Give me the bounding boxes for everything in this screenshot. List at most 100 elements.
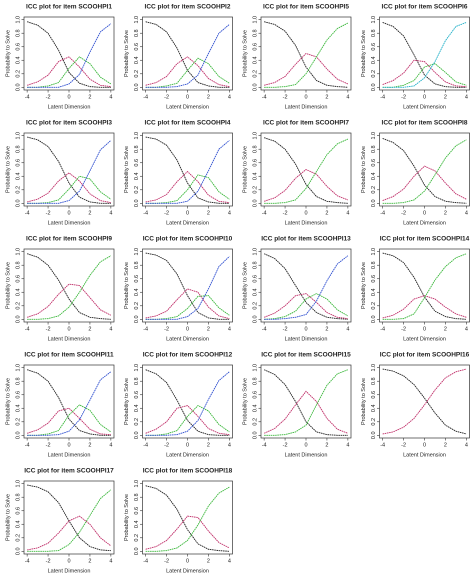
y-axis-label: Probability to Solve <box>124 146 130 193</box>
y-tick-label: 0.6 <box>371 159 377 167</box>
x-tick-label: -4 <box>25 326 30 332</box>
x-tick-label: 4 <box>465 94 468 100</box>
y-tick-label: 0.2 <box>15 70 21 78</box>
y-tick-label: 0.4 <box>252 404 258 412</box>
x-tick-label: 0 <box>186 210 189 216</box>
y-tick-label: 0.8 <box>134 377 140 385</box>
x-tick-label: 2 <box>444 94 447 100</box>
y-axis-label: Probability to Solve <box>361 146 367 193</box>
icc-curve <box>382 368 467 435</box>
y-tick-label: 0.4 <box>15 56 21 64</box>
chart-title: ICC plot for item SCOOHPI7 <box>263 120 349 127</box>
icc-curve <box>145 174 230 204</box>
chart-title: ICC plot for item SCOOHPI16 <box>380 352 470 359</box>
chart-title: ICC plot for item SCOOHPI10 <box>143 236 233 243</box>
y-tick-label: 0.6 <box>252 275 258 283</box>
y-tick-label: 0.2 <box>252 418 258 426</box>
y-tick-label: 0.4 <box>371 288 377 296</box>
plot-frame <box>379 364 470 439</box>
y-tick-label: 0.4 <box>371 172 377 180</box>
icc-curve <box>382 253 467 320</box>
icc-curve <box>145 405 230 436</box>
plot-frame <box>23 132 115 207</box>
x-axis-label: Latent Dimension <box>285 104 328 110</box>
icc-curve <box>264 369 349 436</box>
plot-frame <box>142 16 233 91</box>
x-axis-label: Latent Dimension <box>285 336 328 342</box>
y-tick-label: 0.8 <box>15 261 21 269</box>
icc-curve <box>27 56 111 88</box>
y-tick-label: 0.2 <box>252 70 258 78</box>
x-tick-label: 4 <box>109 94 112 100</box>
x-tick-label: 0 <box>186 326 189 332</box>
y-tick-label: 0.4 <box>15 520 21 528</box>
y-tick-label: 1.0 <box>371 248 377 256</box>
x-tick-label: 2 <box>325 94 328 100</box>
x-tick-label: 2 <box>207 442 210 448</box>
icc-curve <box>382 63 467 88</box>
icc-curve <box>27 253 111 320</box>
y-tick-label: 0.4 <box>252 56 258 64</box>
y-tick-label: 0.6 <box>252 159 258 167</box>
y-tick-label: 0.8 <box>15 29 21 37</box>
y-tick-label: 0.0 <box>15 315 21 323</box>
plot-frame <box>142 132 233 207</box>
y-tick-label: 0.0 <box>134 315 140 323</box>
y-tick-label: 0.6 <box>134 43 140 51</box>
icc-curve <box>27 175 112 204</box>
y-tick-label: 0.0 <box>252 431 258 439</box>
x-tick-label: -2 <box>46 94 51 100</box>
plot-frame <box>142 480 233 555</box>
plot-frame <box>142 248 233 323</box>
icc-curve <box>145 295 230 320</box>
y-tick-label: 0.0 <box>252 199 258 207</box>
icc-curve <box>382 368 467 435</box>
y-tick-label: 0.0 <box>252 83 258 91</box>
y-tick-label: 1.0 <box>15 480 21 488</box>
x-tick-label: 0 <box>423 210 426 216</box>
y-tick-label: 0.2 <box>371 302 377 310</box>
plot-frame <box>260 248 352 323</box>
icc-curve <box>145 24 230 88</box>
y-tick-label: 0.0 <box>252 315 258 323</box>
x-tick-label: -2 <box>46 210 51 216</box>
icc-curve <box>27 489 112 552</box>
x-tick-label: 0 <box>67 442 70 448</box>
y-tick-label: 0.6 <box>252 391 258 399</box>
y-axis-label: Probability to Solve <box>5 146 11 193</box>
x-tick-label: -2 <box>164 442 169 448</box>
y-axis-label: Probability to Solve <box>242 30 248 77</box>
x-tick-label: 2 <box>444 326 447 332</box>
icc-curve <box>27 404 112 436</box>
chart-title: ICC plot for item SCOOHPI18 <box>143 468 233 475</box>
icc-curve <box>145 288 230 320</box>
y-tick-label: 0.8 <box>371 145 377 153</box>
y-tick-label: 0.0 <box>15 83 21 91</box>
icc-curve <box>145 57 230 88</box>
y-tick-label: 0.4 <box>252 172 258 180</box>
y-axis-label: Probability to Solve <box>124 262 130 309</box>
chart-title: ICC plot for item SCOOHPI14 <box>380 236 470 243</box>
y-axis-label: Probability to Solve <box>5 378 11 425</box>
x-tick-label: 2 <box>325 326 328 332</box>
y-tick-label: 0.4 <box>15 404 21 412</box>
icc-curve <box>27 369 111 436</box>
y-axis-label: Probability to Solve <box>361 378 367 425</box>
chart-title: ICC plot for item SCOOHPI8 <box>382 120 468 127</box>
icc-curve <box>264 255 349 320</box>
x-tick-label: -4 <box>143 558 148 564</box>
plot-frame <box>260 364 352 439</box>
x-tick-label: 4 <box>346 326 349 332</box>
x-axis-label: Latent Dimension <box>403 104 446 110</box>
x-tick-label: -4 <box>262 326 267 332</box>
y-axis-label: Probability to Solve <box>5 494 11 541</box>
x-tick-label: -2 <box>164 558 169 564</box>
x-tick-label: -4 <box>25 558 30 564</box>
chart-title: ICC plot for item SCOOHPI6 <box>382 4 468 11</box>
y-tick-label: 0.2 <box>134 70 140 78</box>
y-tick-label: 0.2 <box>15 302 21 310</box>
y-tick-label: 0.4 <box>15 288 21 296</box>
y-tick-label: 0.6 <box>371 275 377 283</box>
y-tick-label: 0.8 <box>15 145 21 153</box>
y-tick-label: 0.4 <box>371 56 377 64</box>
